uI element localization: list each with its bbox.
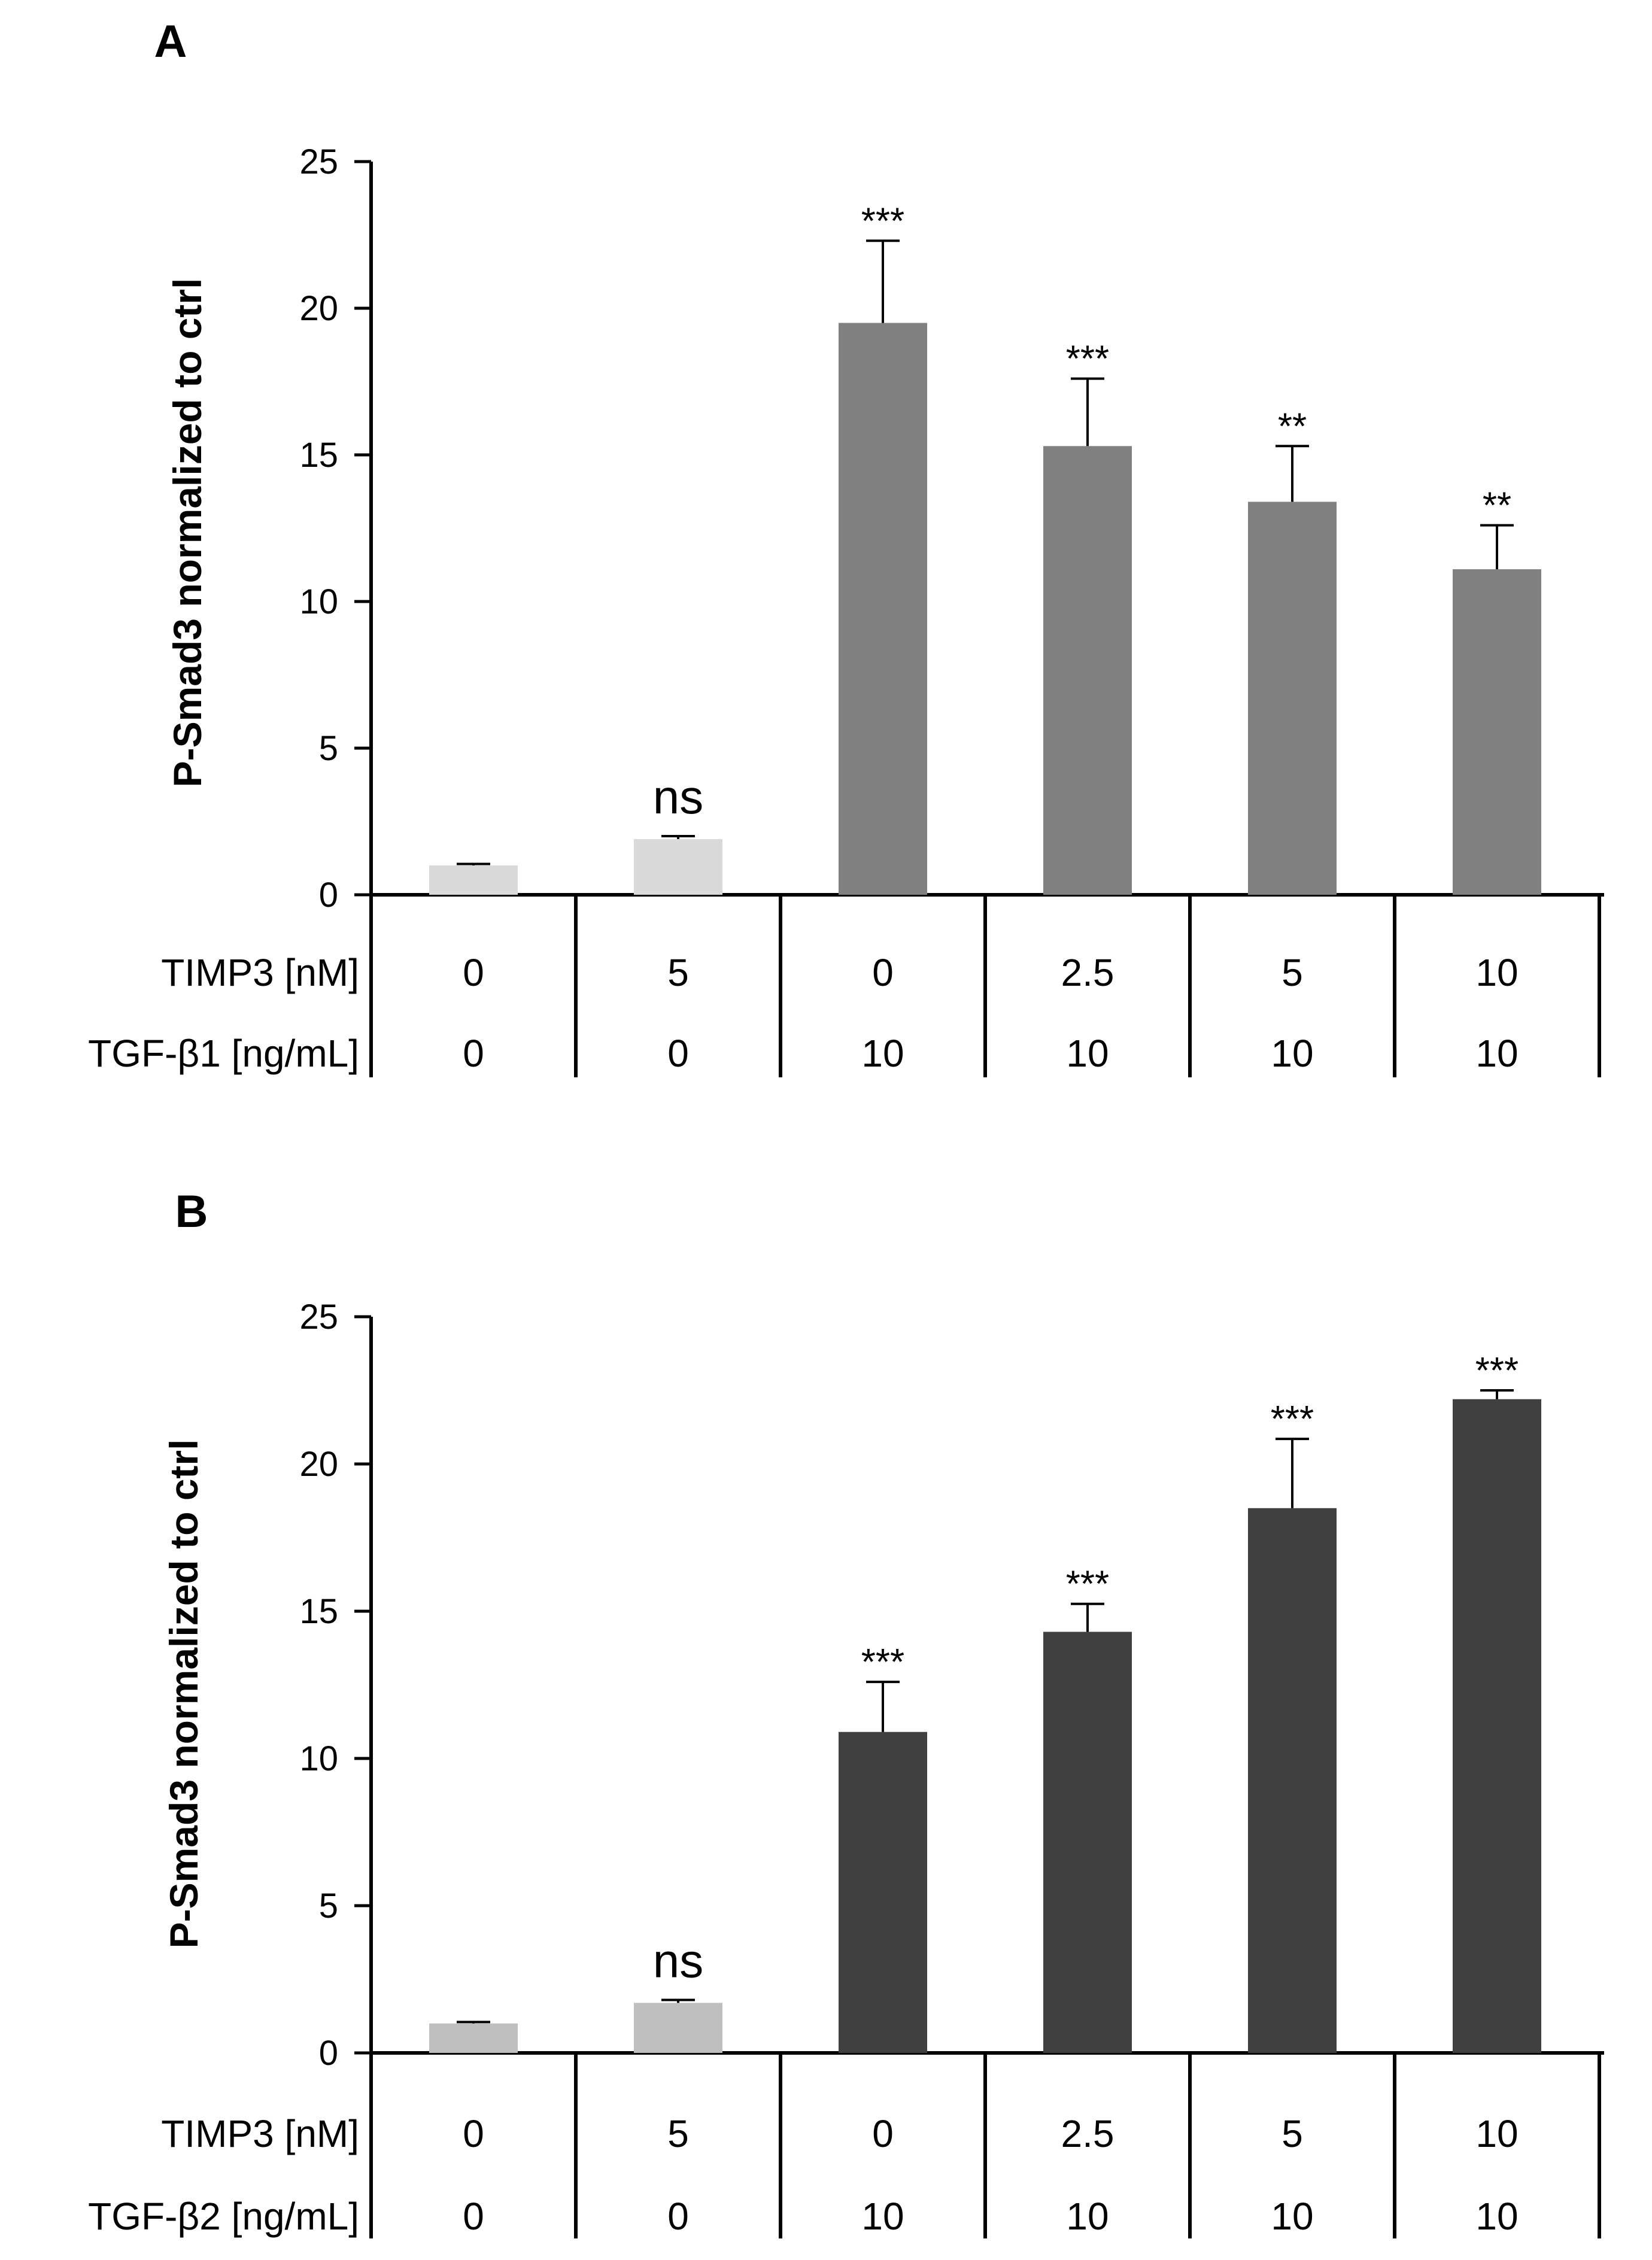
timp3-cell: 5 bbox=[667, 2112, 689, 2155]
row-label-tgf: TGF-β2 [ng/mL] bbox=[88, 2195, 359, 2238]
tgf-cell: 0 bbox=[463, 1032, 484, 1075]
y-tick-label: 0 bbox=[319, 876, 338, 915]
tgf-cell: 10 bbox=[861, 1032, 904, 1075]
y-tick-label: 5 bbox=[319, 1887, 338, 1925]
significance-label: ns bbox=[653, 1934, 704, 1987]
significance-label: ns bbox=[653, 770, 704, 824]
bar bbox=[1453, 569, 1541, 895]
y-tick-label: 20 bbox=[299, 1445, 338, 1484]
tgf-cell: 10 bbox=[1066, 2195, 1109, 2238]
tgf-cell: 0 bbox=[667, 2195, 689, 2238]
bar bbox=[634, 839, 722, 895]
timp3-cell: 0 bbox=[872, 951, 894, 994]
row-label-timp3: TIMP3 [nM] bbox=[161, 2112, 359, 2155]
tgf-cell: 10 bbox=[1271, 1032, 1313, 1075]
significance-label: ** bbox=[1483, 485, 1511, 527]
y-tick-label: 10 bbox=[299, 1739, 338, 1778]
significance-label: *** bbox=[1271, 1399, 1314, 1440]
significance-label: ** bbox=[1278, 406, 1307, 447]
row-label-timp3: TIMP3 [nM] bbox=[161, 951, 359, 994]
timp3-cell: 2.5 bbox=[1061, 951, 1115, 994]
y-tick-label: 15 bbox=[299, 436, 338, 475]
panel-b: B P-Smad3 normalized to ctrl 0 5 10 15 20 25 TIM… bbox=[88, 1186, 1604, 2238]
y-tick-label: 25 bbox=[299, 142, 338, 181]
y-tick-label: 10 bbox=[299, 582, 338, 621]
panel-letter: B bbox=[175, 1186, 208, 1237]
y-tick-label: 0 bbox=[319, 2034, 338, 2073]
bar bbox=[1453, 1399, 1541, 2053]
timp3-cell: 2.5 bbox=[1061, 2112, 1115, 2155]
bar bbox=[1248, 1508, 1337, 2053]
significance-label: *** bbox=[1475, 1350, 1519, 1392]
row-label-tgf: TGF-β1 [ng/mL] bbox=[88, 1032, 359, 1075]
panel-letter: A bbox=[154, 16, 187, 67]
tgf-cell: 0 bbox=[463, 2195, 484, 2238]
timp3-cell: 0 bbox=[872, 2112, 894, 2155]
y-tick-label: 25 bbox=[299, 1298, 338, 1336]
bar bbox=[1248, 502, 1337, 895]
tgf-cell: 10 bbox=[861, 2195, 904, 2238]
timp3-cell: 5 bbox=[667, 951, 689, 994]
significance-label: *** bbox=[1066, 339, 1109, 380]
timp3-cell: 10 bbox=[1475, 951, 1518, 994]
bar bbox=[839, 323, 927, 895]
significance-label: *** bbox=[861, 201, 904, 242]
significance-label: *** bbox=[861, 1642, 904, 1683]
timp3-cell: 5 bbox=[1281, 951, 1303, 994]
timp3-cell: 0 bbox=[463, 951, 484, 994]
panel-a: A P-Smad3 normalized to ctrl 0 5 10 15 20 25 TIM… bbox=[88, 16, 1604, 1077]
bar bbox=[839, 1732, 927, 2053]
bar bbox=[429, 865, 518, 895]
significance-label: *** bbox=[1066, 1564, 1109, 1605]
bar bbox=[1043, 1632, 1132, 2053]
y-tick-label: 5 bbox=[319, 729, 338, 768]
bar bbox=[1043, 446, 1132, 895]
y-tick-label: 15 bbox=[299, 1592, 338, 1631]
tgf-cell: 10 bbox=[1475, 2195, 1518, 2238]
y-axis-title: P-Smad3 normalized to ctrl bbox=[165, 278, 209, 788]
tgf-cell: 10 bbox=[1475, 1032, 1518, 1075]
tgf-cell: 0 bbox=[667, 1032, 689, 1075]
bar bbox=[634, 2003, 722, 2053]
bar bbox=[429, 2023, 518, 2053]
timp3-cell: 10 bbox=[1475, 2112, 1518, 2155]
y-tick-label: 20 bbox=[299, 289, 338, 328]
timp3-cell: 0 bbox=[463, 2112, 484, 2155]
tgf-cell: 10 bbox=[1066, 1032, 1109, 1075]
timp3-cell: 5 bbox=[1281, 2112, 1303, 2155]
tgf-cell: 10 bbox=[1271, 2195, 1313, 2238]
y-axis-title: P-Smad3 normalized to ctrl bbox=[162, 1439, 206, 1949]
